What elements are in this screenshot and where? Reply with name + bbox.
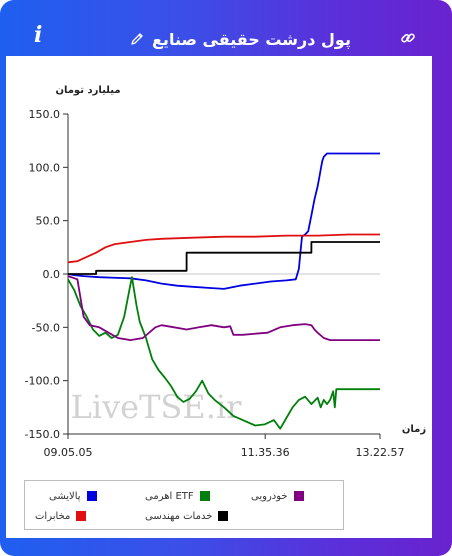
chart-card: LiveTSE.ir 150.0 100.0 50.0 0.0 -50.0 -100.0 -1… (6, 56, 432, 538)
pencil-icon[interactable] (130, 32, 144, 46)
y-tick-label: 50.0 (36, 215, 61, 228)
series-line-2 (67, 275, 380, 341)
link-icon[interactable] (400, 30, 416, 46)
header: i پول درشت حقیقی صنایع (0, 0, 452, 56)
series-line-4 (68, 241, 380, 275)
legend-item-automotive[interactable]: خودرویی (251, 489, 304, 503)
info-icon[interactable]: i (34, 22, 43, 48)
x-tick-label: 09.05.05 (44, 446, 93, 459)
series-line-1 (67, 276, 380, 430)
legend-item-telecom[interactable]: مخابرات (35, 509, 87, 523)
legend-item-refinery[interactable]: پالایشی (49, 489, 97, 503)
series-line-3 (67, 233, 380, 264)
legend-label: خدمات مهندسی (145, 510, 213, 522)
x-tick-label: 11.35.36 (241, 446, 290, 459)
legend-swatch (199, 491, 210, 501)
legend: پالایشی ETF اهرمی خودرویی مخابرات خدمات … (24, 480, 344, 530)
y-tick-label: -100.0 (25, 375, 60, 388)
series-line-0 (67, 152, 380, 290)
legend-label: پالایشی (49, 490, 81, 502)
legend-item-engineering[interactable]: خدمات مهندسی (145, 509, 229, 523)
legend-item-leveraged-etf[interactable]: ETF اهرمی (145, 489, 210, 503)
legend-label: خودرویی (251, 490, 288, 502)
legend-label: ETF اهرمی (145, 490, 194, 502)
widget-title: پول درشت حقیقی صنایع (152, 29, 351, 49)
y-tick-label: -150.0 (25, 428, 60, 441)
legend-swatch (76, 511, 87, 521)
y-tick-label: -50.0 (32, 321, 60, 334)
x-tick-label: 13.22.57 (356, 446, 405, 459)
x-axis-title: زمان (402, 424, 426, 435)
y-tick-label: 0.0 (43, 268, 61, 281)
y-tick-label: 150.0 (29, 108, 61, 121)
line-chart: LiveTSE.ir 150.0 100.0 50.0 0.0 -50.0 -100.0 -1… (25, 85, 427, 459)
legend-swatch (218, 511, 229, 521)
watermark: LiveTSE.ir (71, 388, 243, 426)
y-tick-label: 100.0 (29, 161, 61, 174)
title-group: پول درشت حقیقی صنایع (130, 27, 351, 51)
y-axis-title: میلیارد تومان (55, 85, 120, 96)
legend-swatch (293, 491, 304, 501)
legend-label: مخابرات (35, 510, 71, 522)
legend-swatch (86, 491, 97, 501)
